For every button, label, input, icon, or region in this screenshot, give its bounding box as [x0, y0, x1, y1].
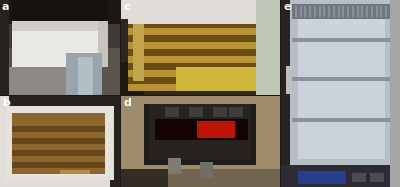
Text: b: b — [2, 98, 10, 108]
Text: a: a — [2, 2, 10, 12]
Text: c: c — [123, 2, 130, 12]
Text: d: d — [123, 98, 131, 108]
Text: e: e — [283, 2, 290, 12]
